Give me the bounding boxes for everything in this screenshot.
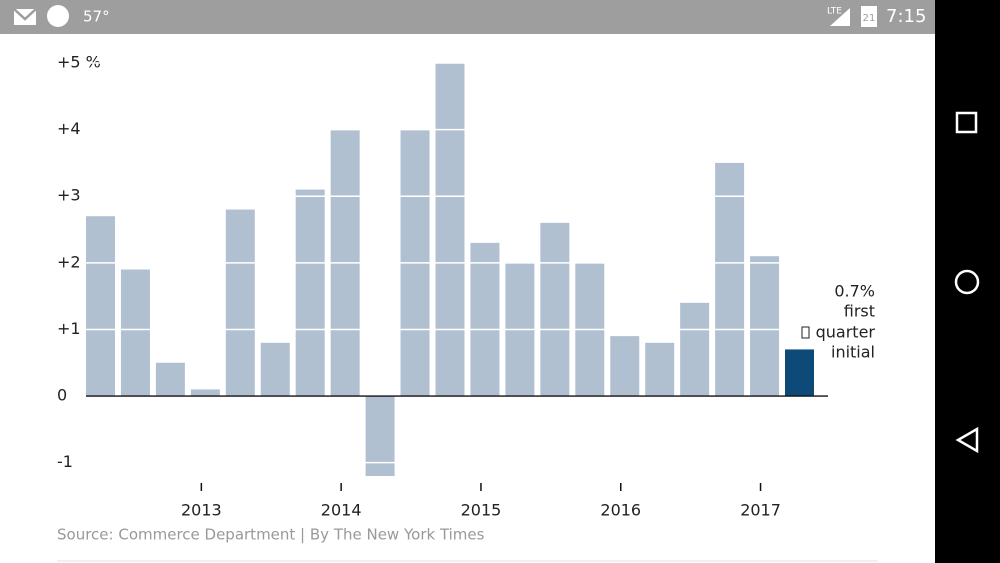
bar	[365, 396, 395, 476]
bar	[435, 63, 465, 397]
bar	[645, 342, 675, 397]
home-button[interactable]	[954, 269, 980, 295]
bar	[120, 269, 150, 397]
bar	[715, 162, 745, 397]
recents-button[interactable]	[955, 111, 978, 134]
x-tick-label: 2014	[321, 501, 362, 520]
annotation: quarter	[816, 323, 876, 342]
calendar-day: 21	[863, 13, 876, 24]
source: Source: Commerce Department | By The New…	[57, 526, 485, 544]
bar	[750, 256, 780, 397]
annotation-glyph	[801, 326, 810, 339]
mail-icon-flap	[13, 8, 37, 21]
annotation: initial	[831, 343, 875, 362]
x-tick-label: 2015	[461, 501, 502, 520]
y-tick-label: +1	[57, 319, 81, 338]
y-tick-label: +2	[57, 252, 81, 271]
bar	[470, 242, 500, 397]
bar	[155, 362, 185, 397]
calendar-icon	[861, 6, 877, 27]
chart: +5 % +4 +3 +2 +1 0 -1 2013 2014 2015 2016 2017	[57, 53, 828, 520]
signal-icon	[830, 8, 850, 26]
bar	[610, 336, 640, 397]
bar	[260, 342, 290, 397]
x-tick-label: 2016	[600, 501, 641, 520]
bar	[225, 209, 255, 397]
annotation: 0.7%	[834, 282, 875, 301]
y-tick-label: -1	[57, 452, 73, 471]
app-icon	[47, 5, 69, 27]
nav-bar	[935, 0, 1000, 563]
bar	[190, 389, 220, 397]
bar	[680, 302, 710, 397]
bar	[540, 222, 570, 397]
x-tick-label: 2013	[181, 501, 222, 520]
y-tick-label: +3	[57, 186, 81, 205]
y-tick-label: +4	[57, 119, 81, 138]
annotation: first	[844, 302, 875, 321]
bar	[785, 349, 814, 397]
temperature: 57°	[83, 8, 110, 26]
bar	[86, 216, 115, 397]
back-button[interactable]	[955, 426, 979, 454]
bar	[295, 189, 325, 397]
x-tick-label: 2017	[740, 501, 781, 520]
y-tick-label: +5 %	[57, 53, 101, 72]
y-tick-label: 0	[57, 386, 67, 405]
status-bar	[0, 0, 935, 34]
clock: 7:15	[886, 6, 926, 27]
network-label: LTE	[827, 7, 842, 17]
